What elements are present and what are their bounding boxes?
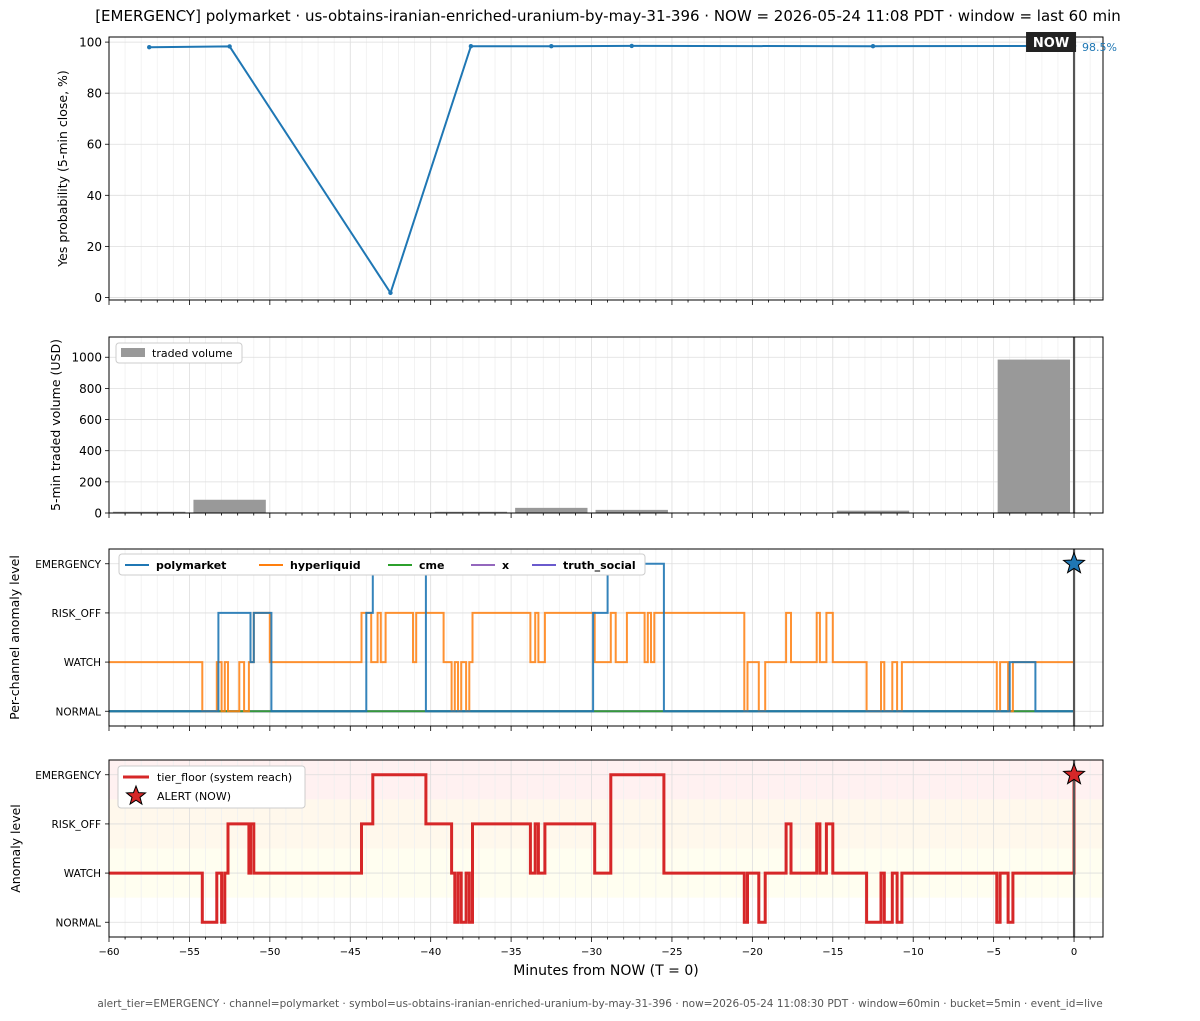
y-tick-label: 800	[79, 382, 102, 396]
y-tick-label: 60	[87, 138, 102, 152]
panel-tier_floor: NORMAL WATCH RISK_OFF EMERGENCY Anomaly leve…	[8, 759, 1104, 979]
volume-bar	[997, 359, 1071, 513]
alert-star	[1062, 762, 1086, 785]
volume-bar	[113, 511, 186, 513]
axes-frame	[108, 336, 1104, 514]
y-axis-label: Per-channel anomaly level	[7, 555, 22, 720]
grid	[108, 37, 1103, 300]
legend: polymarket hyperliquid cme x truth_social	[118, 553, 646, 576]
legend-label-polymarket: polymarket	[156, 559, 226, 572]
now-badge-label: NOW	[1033, 36, 1069, 51]
y-tick-label: 400	[79, 444, 102, 458]
legend-label-tier-floor: tier_floor (system reach)	[157, 771, 292, 784]
y-axis-label: Yes probability (5-min close, %)	[55, 70, 70, 268]
y-level-label: EMERGENCY	[35, 770, 101, 782]
figure-title: [EMERGENCY] polymarket · us-obtains-iran…	[95, 7, 1121, 25]
x-tick-label: −45	[340, 947, 361, 958]
y-tick-label: 80	[87, 87, 102, 101]
probability-point	[870, 43, 876, 49]
y-level-label: NORMAL	[55, 917, 101, 929]
y-tick-label: 600	[79, 413, 102, 427]
x-tick-label: −5	[986, 947, 1001, 958]
legend-label-x: x	[502, 559, 509, 572]
probability-point	[147, 45, 152, 50]
y-level-label: WATCH	[64, 868, 101, 880]
legend: traded volume	[115, 342, 243, 364]
legend-box	[115, 342, 243, 364]
legend-label: traded volume	[152, 347, 233, 360]
plot-area	[147, 43, 1077, 296]
panel-probability: 0 20 40 60 80 100 Yes probability (5-min close…	[55, 32, 1117, 305]
probability-line	[149, 44, 1075, 296]
legend-label-alert: ALERT (NOW)	[157, 790, 231, 803]
probability-point	[468, 43, 474, 49]
y-level-label: NORMAL	[55, 706, 101, 718]
x-tick-label: −50	[259, 947, 280, 958]
y-level-label: WATCH	[64, 657, 101, 669]
y-tick-label: 200	[79, 475, 102, 489]
y-level-label: EMERGENCY	[35, 559, 101, 571]
axes-frame	[108, 759, 1104, 938]
tier-floor-line	[109, 773, 1076, 924]
y-tick-label: 0	[94, 507, 102, 521]
x-tick-label: 0	[1071, 947, 1077, 958]
y-tick-label: 40	[87, 189, 102, 203]
legend-label-hyperliquid: hyperliquid	[290, 559, 361, 572]
x-tick-label: −10	[903, 947, 924, 958]
legend-swatch-alert	[125, 784, 147, 806]
y-axis-label: Anomaly level	[8, 804, 23, 893]
probability-point	[227, 44, 232, 49]
y-level-label: RISK_OFF	[51, 608, 101, 620]
panel-per-channel: NORMAL WATCH RISK_OFF EMERGENCY Per-channel …	[7, 548, 1104, 731]
grid	[108, 549, 1103, 726]
y-tick-label: 0	[94, 291, 102, 305]
x-tick-label: −25	[661, 947, 682, 958]
x-tick-label: −30	[581, 947, 602, 958]
y-tick-label: 20	[87, 240, 102, 254]
probability-point	[549, 43, 554, 49]
legend-label-cme: cme	[419, 559, 444, 572]
legend-box	[117, 765, 306, 809]
alert-star	[1062, 551, 1086, 574]
panel-volume: 0 200 400 600 800 1000 5-min traded volume (US…	[48, 336, 1104, 521]
volume-bar	[595, 509, 668, 513]
volume-bar	[515, 507, 588, 513]
y-tick-label: 1000	[71, 351, 102, 365]
plot-area	[113, 359, 1071, 513]
grid	[108, 337, 1103, 514]
volume-bar	[836, 510, 910, 513]
x-axis-label: Minutes from NOW (T = 0)	[513, 963, 698, 979]
x-tick-label: −15	[822, 947, 843, 958]
figure-footer: alert_tier=EMERGENCY · channel=polymarke…	[97, 998, 1103, 1010]
y-axis-label: 5-min traded volume (USD)	[48, 339, 63, 511]
probability-point	[629, 43, 634, 49]
now-badge	[1026, 32, 1077, 52]
plot-area	[109, 773, 1076, 924]
y-tick-label: 100	[79, 36, 102, 50]
volume-bar	[193, 499, 266, 513]
x-tick-label: −60	[98, 947, 119, 958]
legend-swatch	[121, 348, 145, 357]
last-value-label: 98.5%	[1082, 41, 1117, 54]
legend-label-truth_social: truth_social	[563, 559, 636, 572]
x-tick-label: −35	[501, 947, 522, 958]
volume-bar	[434, 511, 508, 513]
x-tick-label: −55	[179, 947, 200, 958]
x-tick-label: −40	[420, 947, 441, 958]
probability-point	[388, 290, 393, 296]
axes-frame	[108, 548, 1104, 727]
axes-frame	[108, 36, 1104, 301]
legend: tier_floor (system reach) ALERT (NOW)	[117, 765, 306, 809]
legend-box	[118, 553, 646, 576]
x-tick-label: −20	[742, 947, 763, 958]
y-level-label: RISK_OFF	[51, 819, 101, 831]
